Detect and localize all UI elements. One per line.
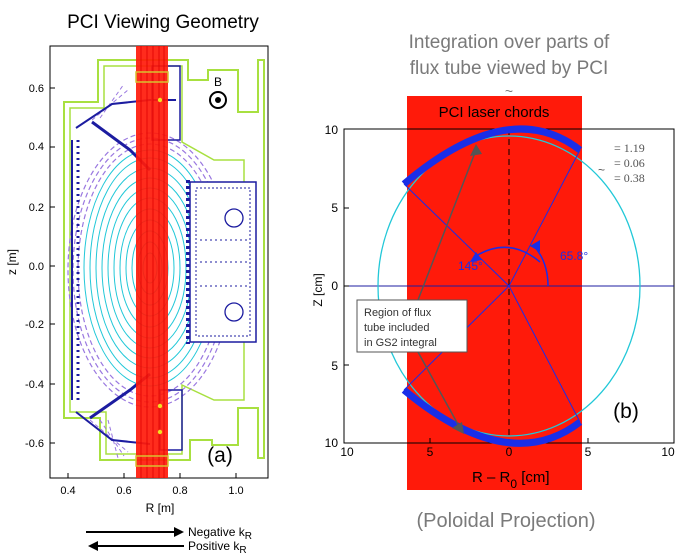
- region-box-line: tube included: [364, 322, 429, 334]
- top-window: [135, 71, 169, 83]
- panel-a-title: PCI Viewing Geometry: [67, 12, 259, 33]
- x-tick-label: 5: [427, 445, 434, 459]
- laser-chords-label: PCI laser chords: [439, 104, 550, 121]
- panel-a-x-axis: 0.4 0.6 0.8 1.0 R [m]: [60, 473, 244, 515]
- region-annotation-box: [356, 299, 468, 353]
- parameter-legend: = 1.19 = 0.06 = 0.38 ~: [598, 141, 645, 185]
- pointer-arrow-upper-icon: [470, 144, 482, 156]
- panel-b: Integration over parts of flux tube view…: [311, 32, 675, 532]
- vessel-wall-outer: [63, 59, 265, 461]
- positive-kr-label: Positive kR: [188, 539, 247, 556]
- panel-a-y-axis: 0.6 0.4 0.2 0.0 -0.2 -0.4 -0.6 z [m]: [5, 83, 55, 450]
- pointer-arrow-lower: [417, 351, 461, 429]
- vessel-wall-inner: [69, 65, 245, 455]
- top-mirror-dot: [157, 97, 163, 103]
- divertor-legs: [89, 419, 129, 459]
- panel-b-ylabel: Z [cm]: [311, 273, 325, 306]
- pointer-arrow-upper: [417, 149, 477, 301]
- y-tick-label: 0.2: [29, 202, 44, 214]
- x-tick-label: 10: [340, 445, 354, 459]
- lower-integration-arc: [401, 387, 583, 447]
- region-box-line: Region of flux: [364, 307, 432, 319]
- y-tick-label: -0.6: [25, 438, 44, 450]
- panel-b-title-line2: flux tube viewed by PCI: [410, 58, 609, 79]
- panel-a-label: (a): [207, 444, 233, 467]
- x-tick-label: 10: [661, 445, 675, 459]
- y-tick-label: 10: [325, 436, 339, 450]
- panel-b-xlabel: R – R0 [cm]: [472, 469, 550, 491]
- x-tick-label: 0.6: [116, 485, 131, 497]
- bottom-window: [135, 455, 169, 467]
- x-tick-label: 0.4: [60, 485, 75, 497]
- legend-value: = 1.19: [614, 141, 645, 155]
- x-tick-label: 5: [585, 445, 592, 459]
- panel-a: PCI Viewing Geometry: [5, 12, 269, 556]
- antenna-structure: [186, 180, 257, 344]
- legend-value: = 0.38: [614, 171, 645, 185]
- angle-arrow-left-icon: [470, 252, 482, 262]
- panel-a-xlabel: R [m]: [146, 501, 175, 515]
- panel-b-x-axis: 10 5 0 5 10 R – R0 [cm]: [340, 438, 675, 491]
- x-tick-label: 0: [506, 445, 513, 459]
- flux-tube-circle: [377, 135, 641, 437]
- arrow-right-icon: [174, 527, 184, 537]
- y-tick-label: 5: [331, 201, 338, 215]
- pointer-arrow-lower-icon: [452, 422, 464, 434]
- panel-b-label: (b): [613, 400, 639, 423]
- angle-arc-left: [475, 246, 541, 263]
- b-field-icon: [209, 91, 227, 109]
- angle-left-label: 145°: [458, 259, 483, 273]
- mid-mirror-dot: [157, 403, 163, 409]
- pci-laser-region: [407, 96, 582, 490]
- panel-b-title-line1: Integration over parts of: [409, 32, 610, 53]
- x-tick-label: 1.0: [228, 485, 243, 497]
- arrow-left-icon: [88, 541, 98, 551]
- panel-b-y-axis: 10 5 0 5 10 Z [cm]: [311, 123, 349, 450]
- y-tick-label: 0.4: [29, 141, 44, 153]
- x-tick-label: 0.8: [172, 485, 187, 497]
- y-tick-label: -0.2: [25, 319, 44, 331]
- negative-kr-label: Negative kR: [188, 525, 252, 542]
- k-direction-arrows: Negative kR Positive kR: [86, 525, 252, 556]
- bottom-mirror-dot: [157, 429, 163, 435]
- angle-right-label: 65.8°: [560, 249, 588, 263]
- y-tick-label: 0.6: [29, 83, 44, 95]
- region-box-line: in GS2 integral: [364, 337, 437, 349]
- angle-arrow-right-icon: [530, 240, 540, 252]
- y-tick-label: 0: [331, 279, 338, 293]
- y-tick-label: 10: [325, 123, 339, 137]
- angle-rays: [403, 149, 581, 423]
- upper-integration-arc: [401, 125, 583, 187]
- y-tick-label: 0.0: [29, 261, 44, 273]
- panel-a-ylabel: z [m]: [5, 249, 19, 275]
- legend-tilde: ~: [598, 163, 605, 177]
- b-field-dot-icon: [215, 97, 221, 103]
- y-tick-label: -0.4: [25, 379, 44, 391]
- y-tick-label: 5: [331, 359, 338, 373]
- b-field-label: B: [214, 75, 222, 89]
- poloidal-projection-caption: (Poloidal Projection): [417, 510, 596, 532]
- legend-value: = 0.06: [614, 156, 645, 170]
- title-tilde: ~: [505, 83, 513, 99]
